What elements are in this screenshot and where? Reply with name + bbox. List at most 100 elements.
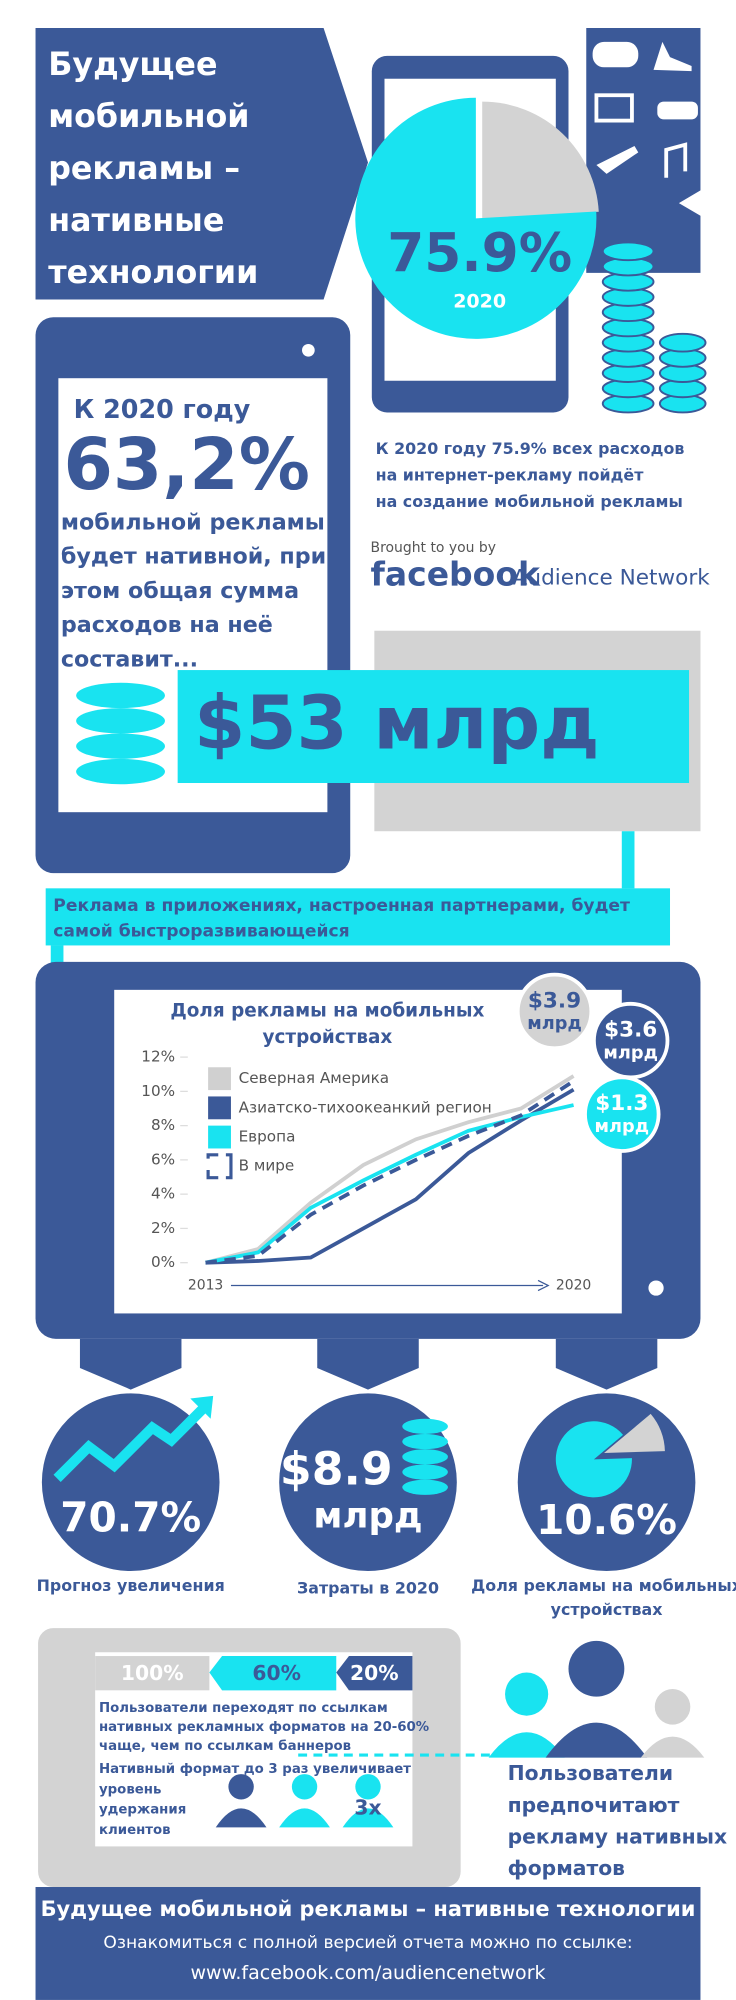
step-label: 100% — [121, 1661, 184, 1685]
brand-intro: Brought to you by — [371, 540, 496, 556]
pie-rest — [555, 1421, 632, 1498]
legend-swatch — [206, 1153, 233, 1180]
step-label: 20% — [350, 1661, 399, 1685]
step — [209, 1656, 337, 1691]
icon-banner — [586, 27, 701, 273]
icon — [596, 145, 639, 174]
pref-headline: Пользователи — [508, 1761, 674, 1785]
y-tick-label: 0% — [151, 1253, 175, 1271]
pref-text: Пользователи переходят по ссылкам — [99, 1701, 388, 1716]
chart-title: устройствах — [263, 1027, 393, 1048]
y-tick-label: 6% — [151, 1150, 175, 1168]
step — [95, 1656, 210, 1691]
amount: $53 млрд — [194, 681, 599, 766]
footer-note: Ознакомиться с полной версией отчета мож… — [103, 1933, 632, 1953]
coins — [402, 1418, 448, 1495]
stat-caption: Прогноз увеличения — [37, 1576, 225, 1595]
title: технологии — [48, 255, 258, 291]
legend-label: В мире — [239, 1157, 295, 1175]
tab — [317, 1338, 419, 1390]
pie-rest — [482, 101, 599, 219]
stat: млрд — [313, 1496, 422, 1537]
title-panel — [35, 27, 368, 300]
trend-arrow — [53, 1405, 207, 1482]
legend-label: Азиатско-тихоокеанкий регион — [239, 1098, 492, 1116]
caption: на интернет-рекламу пойдёт — [376, 465, 645, 484]
stat: 70.7% — [60, 1493, 201, 1541]
pref-text: уровень — [99, 1782, 161, 1797]
chart-title: Доля рекламы на мобильных — [170, 1000, 484, 1021]
annotation-bubble — [583, 1075, 661, 1153]
series-line — [205, 1079, 575, 1265]
stat-caption: Затраты в 2020 — [297, 1578, 439, 1597]
trend-arrow — [190, 1395, 214, 1419]
banner-text: Реклама в приложениях, настроенная партн… — [53, 896, 630, 916]
icon — [653, 41, 692, 72]
banner — [45, 888, 671, 946]
legend-label: Северная Америка — [239, 1069, 390, 1087]
big-percent: 63,2% — [63, 423, 309, 506]
legend-swatch — [208, 1067, 231, 1091]
lead: К 2020 году — [74, 394, 251, 424]
y-tick-label: 2% — [151, 1219, 175, 1237]
stat-caption: Доля рекламы на мобильных — [471, 1576, 736, 1595]
x-tick-label: 2020 — [556, 1278, 591, 1294]
series-line — [205, 1074, 575, 1265]
tab — [79, 1338, 182, 1390]
native-text: расходов на неё — [61, 612, 273, 638]
camera — [302, 343, 315, 357]
title: нативные — [48, 203, 224, 239]
legend-swatch — [208, 1125, 231, 1149]
footer — [35, 1887, 701, 2000]
native-text: будет нативной, при — [61, 544, 326, 570]
pref-text: нативных рекламных форматов на 20-60% — [99, 1720, 429, 1735]
pie-year: 2020 — [453, 291, 506, 313]
y-tick-label: 8% — [151, 1116, 175, 1134]
caption: К 2020 году 75.9% всех расходов — [376, 439, 685, 458]
annotation: $3.6 — [604, 1017, 657, 1042]
brand-logo: facebook — [371, 555, 541, 594]
stat: 10.6% — [536, 1496, 677, 1544]
caption: на создание мобильной рекламы — [376, 492, 683, 511]
amount-panel — [177, 670, 690, 784]
annotation-bubble — [515, 972, 594, 1051]
coins — [601, 241, 707, 414]
pref-headline: форматов — [508, 1856, 625, 1880]
stat: $8.9 — [280, 1443, 393, 1496]
button — [648, 1280, 664, 1296]
step — [336, 1656, 413, 1691]
tab — [555, 1338, 658, 1390]
pref-text: Нативный формат до 3 раз увеличивает — [99, 1762, 411, 1777]
title: мобильной — [48, 99, 249, 135]
legend-swatch — [208, 1096, 231, 1120]
stat-caption: устройствах — [551, 1600, 663, 1619]
native-text: составит... — [61, 646, 198, 672]
icons — [592, 41, 698, 178]
icon — [664, 142, 688, 178]
x-axis-arrow — [537, 1279, 550, 1292]
multiplier: 3x — [354, 1795, 381, 1819]
y-tick-label: 12% — [141, 1048, 175, 1066]
pie-slice — [604, 1413, 665, 1454]
title: рекламы – — [48, 151, 240, 187]
step-label: 60% — [252, 1661, 301, 1685]
pref-text: удержания — [99, 1803, 186, 1818]
annotation: млрд — [603, 1043, 658, 1063]
pref-headline: рекламу нативных — [508, 1825, 728, 1849]
pie-label: 75.9% — [387, 222, 572, 284]
annotation: $1.3 — [595, 1091, 648, 1116]
banner-text: самой быстроразвивающейся — [53, 921, 349, 941]
title: Будущее — [48, 47, 217, 83]
brand-product: Audience Network — [513, 566, 711, 591]
series-line — [205, 1088, 575, 1265]
coins — [76, 682, 165, 785]
footer-url: www.facebook.com/audiencenetwork — [190, 1962, 545, 1984]
icon — [594, 93, 634, 123]
people — [215, 1640, 705, 1828]
y-tick-label: 4% — [151, 1185, 175, 1203]
icon — [657, 101, 698, 120]
native-text: этом общая сумма — [61, 578, 299, 604]
pref-text: чаще, чем по ссылкам баннеров — [99, 1738, 351, 1754]
